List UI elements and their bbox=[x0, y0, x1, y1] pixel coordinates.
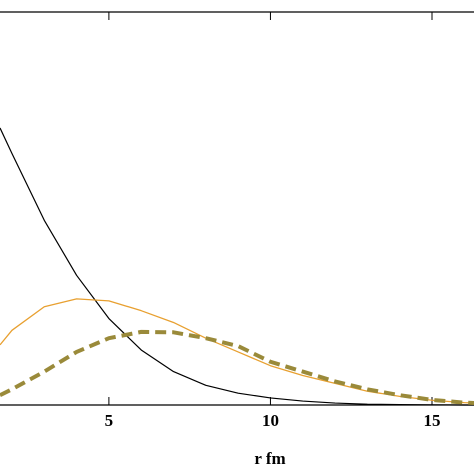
line-series bbox=[0, 127, 474, 406]
x-tick-label: 5 bbox=[105, 411, 114, 430]
line-series bbox=[0, 329, 474, 406]
x-tick-label: 15 bbox=[423, 411, 440, 430]
x-tick-label: 10 bbox=[262, 411, 279, 430]
line-series bbox=[0, 298, 474, 404]
x-axis-label: r fm bbox=[254, 449, 285, 468]
